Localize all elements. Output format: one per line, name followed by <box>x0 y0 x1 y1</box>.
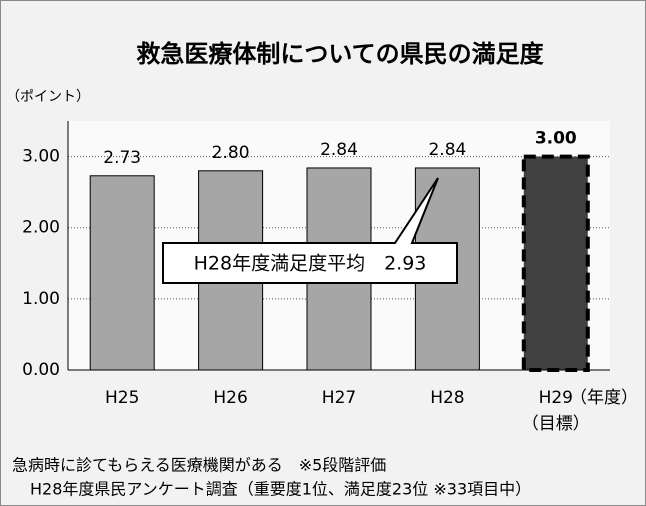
y-tick-label: 2.00 <box>22 218 60 238</box>
note: 急病時に診てもらえる医療機関がある ※5段階評価 <box>12 456 386 475</box>
callout-box <box>162 177 458 284</box>
x-tick-label: H26 <box>213 388 247 408</box>
x-tick-label: H27 <box>322 388 356 408</box>
value-label: 2.73 <box>103 148 141 168</box>
x-axis-label: （年度） <box>570 388 638 408</box>
chart-title: 救急医療体制についての県民の満足度 <box>136 40 544 68</box>
x-tick-label: H28 <box>430 388 464 408</box>
annotation: H28年度満足度平均 2.93 <box>194 253 427 275</box>
note: H28年度県民アンケート調査（重要度1位、満足度23位 ※33項目中） <box>30 480 531 499</box>
value-label: 3.00 <box>535 129 577 149</box>
x-tick-label: H29 <box>539 388 573 408</box>
x-tick-label: H25 <box>105 388 139 408</box>
bar <box>89 175 155 371</box>
value-label: 2.84 <box>428 140 466 160</box>
y-axis-label: （ポイント） <box>6 89 90 105</box>
y-tick-label: 3.00 <box>22 147 60 167</box>
y-tick-label: 0.00 <box>22 360 60 380</box>
bar <box>521 154 590 372</box>
y-tick-label: 1.00 <box>22 289 60 309</box>
value-label: 2.84 <box>320 140 358 160</box>
value-label: 2.80 <box>212 143 250 163</box>
category-note: （目標） <box>522 414 590 434</box>
callout: H28年度満足度平均 2.93 <box>162 177 458 284</box>
